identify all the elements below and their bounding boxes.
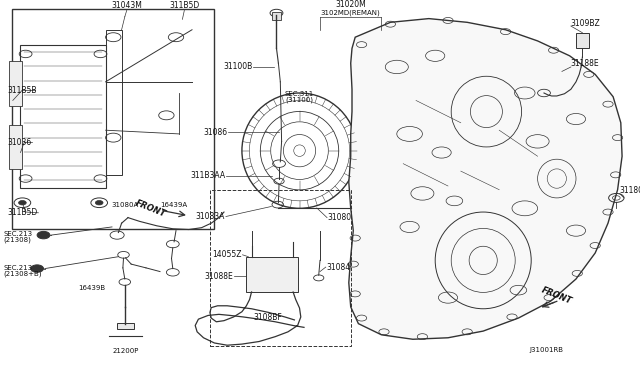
Bar [20, 45, 106, 188]
Text: J31001RB: J31001RB [529, 347, 563, 353]
Text: SEC.311: SEC.311 [285, 91, 314, 97]
Text: (31100): (31100) [285, 96, 314, 103]
Text: 311B5D: 311B5D [169, 1, 200, 10]
Text: 31020M: 31020M [335, 0, 366, 9]
Bar [117, 323, 134, 329]
Text: SEC.213: SEC.213 [3, 231, 33, 237]
Bar [106, 30, 122, 175]
Text: FRONT: FRONT [134, 198, 167, 218]
Polygon shape [349, 19, 622, 339]
Text: SEC.213: SEC.213 [3, 265, 33, 271]
Text: 16439A: 16439A [161, 202, 188, 208]
Text: 3108BF: 3108BF [253, 313, 282, 322]
Text: 31083A: 31083A [196, 212, 225, 221]
Bar [272, 12, 281, 20]
Text: (21308+B): (21308+B) [3, 270, 42, 277]
Circle shape [31, 265, 44, 272]
Text: 31100B: 31100B [223, 62, 253, 71]
Text: 31188E: 31188E [571, 60, 600, 68]
Text: 31043M: 31043M [111, 1, 142, 10]
Text: 3109BZ: 3109BZ [571, 19, 600, 28]
Text: 31084: 31084 [326, 263, 351, 272]
Text: FRONT: FRONT [540, 286, 573, 306]
Text: 16439B: 16439B [79, 285, 106, 291]
Circle shape [95, 201, 103, 205]
Text: 3102MD(REMAN): 3102MD(REMAN) [321, 9, 381, 16]
Circle shape [37, 231, 50, 239]
Text: 21200P: 21200P [112, 348, 139, 354]
Text: 31080A: 31080A [112, 202, 139, 208]
Bar [12, 9, 214, 229]
Text: 311B5D: 311B5D [8, 208, 38, 217]
Bar [576, 33, 589, 48]
Text: 31086: 31086 [203, 128, 227, 137]
Text: 31080: 31080 [328, 213, 352, 222]
Text: 31180A: 31180A [620, 186, 640, 195]
Text: 311B5B: 311B5B [8, 86, 37, 94]
Bar [210, 190, 351, 346]
Bar [9, 125, 22, 169]
Text: 14055Z: 14055Z [212, 250, 242, 259]
Circle shape [19, 201, 26, 205]
Bar [246, 257, 298, 292]
Text: (21308): (21308) [3, 237, 31, 243]
Bar [9, 61, 22, 106]
Text: 311B3AA: 311B3AA [190, 171, 225, 180]
Text: 31088E: 31088E [205, 272, 234, 280]
Text: 31036: 31036 [8, 138, 32, 147]
